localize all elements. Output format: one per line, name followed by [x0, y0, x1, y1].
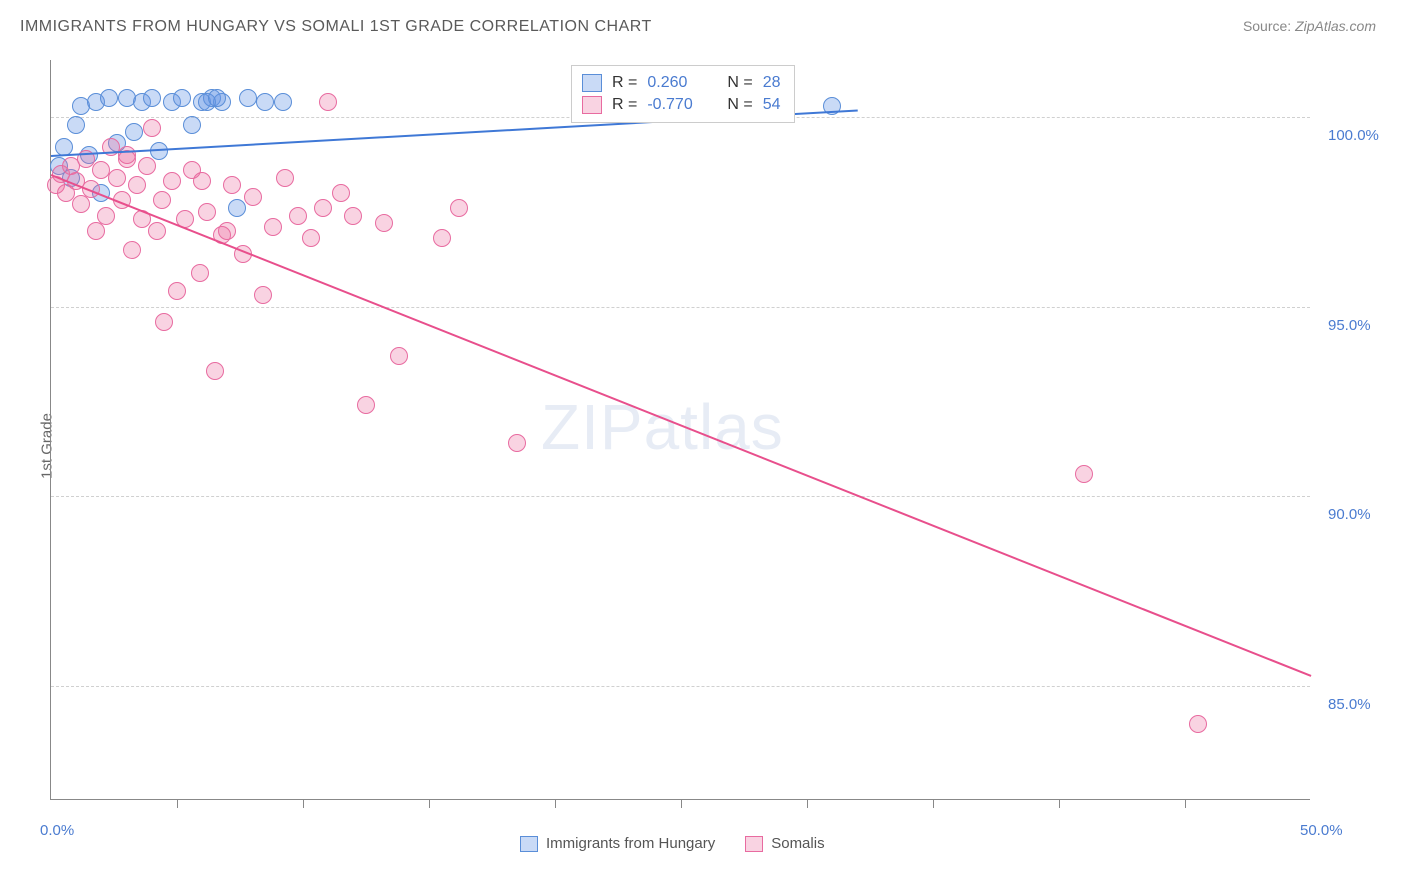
scatter-point — [206, 362, 224, 380]
scatter-point — [138, 157, 156, 175]
scatter-point — [228, 199, 246, 217]
legend-n-label: N = — [727, 96, 752, 114]
legend-label: Somalis — [771, 835, 824, 852]
x-tick-mark — [177, 800, 178, 808]
chart-title: IMMIGRANTS FROM HUNGARY VS SOMALI 1ST GR… — [20, 18, 652, 36]
source-value: ZipAtlas.com — [1295, 18, 1376, 34]
scatter-point — [143, 119, 161, 137]
scatter-point — [143, 89, 161, 107]
scatter-point — [433, 229, 451, 247]
watermark-bold: ZIP — [541, 391, 644, 463]
bottom-legend-item: Somalis — [745, 835, 824, 852]
scatter-point — [173, 89, 191, 107]
legend-swatch — [745, 836, 763, 852]
legend-swatch — [582, 96, 602, 114]
watermark-thin: atlas — [644, 391, 784, 463]
x-tick-mark — [555, 800, 556, 808]
scatter-point — [276, 169, 294, 187]
scatter-point — [332, 184, 350, 202]
legend-r-label: R = — [612, 74, 637, 92]
scatter-point — [244, 188, 262, 206]
scatter-point — [319, 93, 337, 111]
y-tick-label: 90.0% — [1328, 506, 1371, 523]
x-tick-mark — [1185, 800, 1186, 808]
scatter-point — [87, 222, 105, 240]
scatter-point — [193, 172, 211, 190]
gridline — [51, 686, 1310, 687]
scatter-point — [100, 89, 118, 107]
y-tick-label: 85.0% — [1328, 696, 1371, 713]
x-tick-mark — [681, 800, 682, 808]
gridline — [51, 307, 1310, 308]
x-tick-mark — [933, 800, 934, 808]
scatter-point — [274, 93, 292, 111]
scatter-point — [67, 116, 85, 134]
scatter-point — [183, 116, 201, 134]
scatter-point — [256, 93, 274, 111]
scatter-point — [450, 199, 468, 217]
x-tick-mark — [1059, 800, 1060, 808]
scatter-point — [1189, 715, 1207, 733]
correlation-legend: R = 0.260 N = 28 R = -0.770 N = 54 — [571, 65, 795, 123]
scatter-point — [118, 146, 136, 164]
scatter-point — [508, 434, 526, 452]
scatter-point — [314, 199, 332, 217]
legend-row: R = -0.770 N = 54 — [582, 94, 780, 116]
scatter-point — [155, 313, 173, 331]
source-label: Source: — [1243, 18, 1291, 34]
gridline — [51, 496, 1310, 497]
x-tick-label: 50.0% — [1300, 822, 1343, 839]
scatter-point — [125, 123, 143, 141]
plot-area: ZIPatlas R = 0.260 N = 28 R = -0.770 N = 54 — [50, 60, 1310, 800]
x-tick-mark — [429, 800, 430, 808]
scatter-point — [254, 286, 272, 304]
x-tick-label: 0.0% — [40, 822, 74, 839]
y-tick-label: 100.0% — [1328, 127, 1379, 144]
scatter-point — [208, 89, 226, 107]
x-tick-mark — [303, 800, 304, 808]
bottom-legend: Immigrants from Hungary Somalis — [520, 835, 825, 852]
scatter-point — [218, 222, 236, 240]
legend-r-value: -0.770 — [647, 96, 717, 114]
scatter-point — [1075, 465, 1093, 483]
legend-row: R = 0.260 N = 28 — [582, 72, 780, 94]
legend-r-value: 0.260 — [647, 74, 717, 92]
scatter-point — [344, 207, 362, 225]
legend-n-value: 28 — [763, 74, 781, 92]
y-tick-label: 95.0% — [1328, 317, 1371, 334]
scatter-point — [223, 176, 241, 194]
scatter-point — [163, 172, 181, 190]
scatter-point — [168, 282, 186, 300]
scatter-point — [191, 264, 209, 282]
scatter-point — [72, 195, 90, 213]
scatter-point — [123, 241, 141, 259]
scatter-point — [128, 176, 146, 194]
x-tick-mark — [807, 800, 808, 808]
scatter-point — [390, 347, 408, 365]
scatter-point — [375, 214, 393, 232]
scatter-point — [97, 207, 115, 225]
scatter-point — [148, 222, 166, 240]
scatter-point — [198, 203, 216, 221]
source-attribution: Source: ZipAtlas.com — [1243, 18, 1376, 34]
legend-swatch — [582, 74, 602, 92]
scatter-point — [108, 169, 126, 187]
bottom-legend-item: Immigrants from Hungary — [520, 835, 715, 852]
scatter-point — [302, 229, 320, 247]
scatter-point — [153, 191, 171, 209]
scatter-point — [357, 396, 375, 414]
legend-n-label: N = — [727, 74, 752, 92]
scatter-point — [264, 218, 282, 236]
legend-swatch — [520, 836, 538, 852]
legend-label: Immigrants from Hungary — [546, 835, 715, 852]
legend-r-label: R = — [612, 96, 637, 114]
trend-line — [51, 174, 1312, 677]
legend-n-value: 54 — [763, 96, 781, 114]
scatter-point — [289, 207, 307, 225]
scatter-point — [239, 89, 257, 107]
